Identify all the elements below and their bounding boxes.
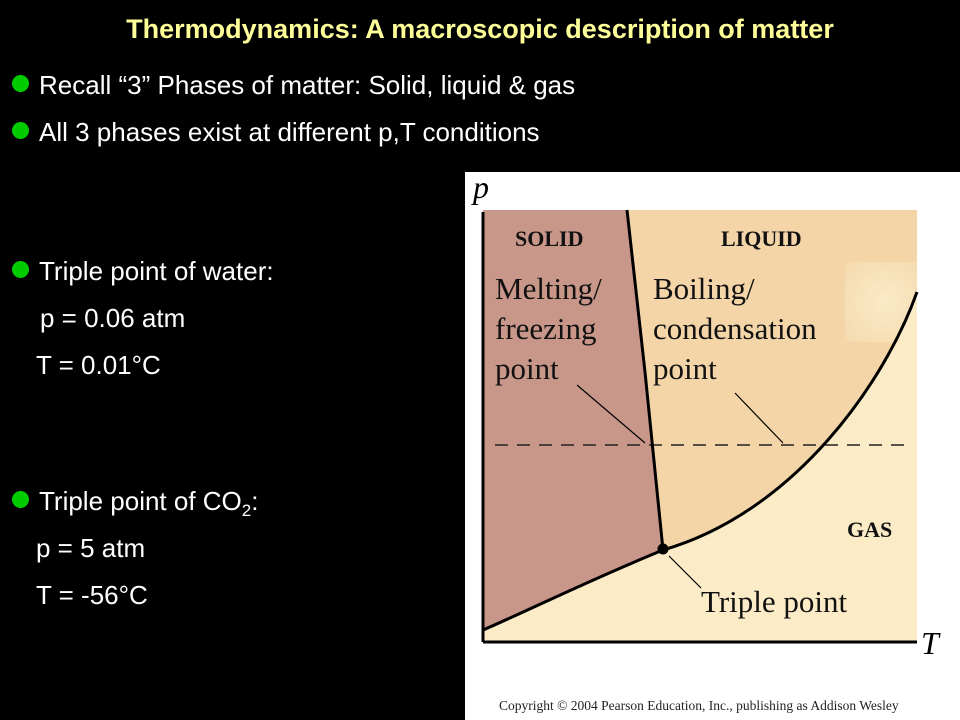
phase-diagram-svg: p T SOLID LIQUID GAS Melting/ freezing p…	[471, 172, 941, 713]
water-pressure: p = 0.06 atm	[40, 303, 186, 333]
melting-text-3: point	[495, 351, 559, 386]
p-axis-label: p	[471, 172, 489, 205]
bullet-conditions: All 3 phases exist at different p,T cond…	[12, 117, 540, 148]
triple-point-marker	[657, 543, 669, 555]
boiling-text-3: point	[653, 351, 717, 386]
bullet-water-triple: Triple point of water:	[12, 256, 274, 287]
liquid-label: LIQUID	[721, 226, 802, 251]
bullet-dot	[12, 122, 29, 139]
melting-leader	[576, 384, 646, 444]
t-axis-label: T	[921, 625, 941, 661]
bullet-dot	[12, 75, 29, 92]
phase-diagram: p T SOLID LIQUID GAS Melting/ freezing p…	[465, 172, 960, 720]
liquid-region	[627, 210, 917, 550]
boiling-text-1: Boiling/	[653, 271, 755, 306]
vaporization-curve	[662, 291, 919, 552]
co2-temperature: T = -56°C	[36, 580, 148, 610]
bullet-co2-triple: Triple point of CO2:	[12, 486, 259, 521]
liquid-fade	[845, 262, 917, 342]
melting-curve	[625, 209, 665, 551]
gas-label: GAS	[847, 517, 892, 542]
solid-label: SOLID	[515, 226, 583, 251]
bullet-conditions-text: All 3 phases exist at different p,T cond…	[39, 117, 540, 147]
co2-pressure: p = 5 atm	[36, 533, 146, 563]
water-temperature: T = 0.01°C	[36, 350, 161, 380]
sublimation-curve	[482, 548, 664, 632]
melting-text-2: freezing	[495, 311, 597, 346]
triple-leader	[668, 555, 702, 589]
copyright-text: Copyright © 2004 Pearson Education, Inc.…	[499, 698, 899, 713]
boiling-text-2: condensation	[653, 311, 817, 346]
bullet-phases: Recall “3” Phases of matter: Solid, liqu…	[12, 70, 575, 101]
bullet-dot	[12, 491, 29, 508]
boiling-leader	[734, 392, 784, 444]
bullet-phases-text: Recall “3” Phases of matter: Solid, liqu…	[39, 70, 576, 100]
triple-point-label: Triple point	[701, 584, 848, 619]
slide-title: Thermodynamics: A macroscopic descriptio…	[126, 14, 834, 44]
solid-region	[483, 210, 663, 630]
melting-text-1: Melting/	[495, 271, 602, 306]
co2-heading: Triple point of CO2:	[39, 486, 259, 520]
bullet-dot	[12, 261, 29, 278]
water-heading: Triple point of water:	[39, 256, 274, 286]
